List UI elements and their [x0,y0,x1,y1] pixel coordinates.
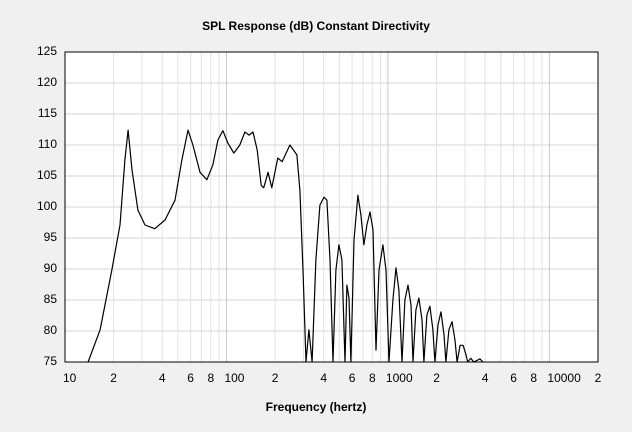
x-tick-label: 100 [224,371,244,385]
x-tick-label: 2 [433,371,440,385]
x-tick-label: 10000 [547,371,581,385]
plot-border [64,51,599,363]
x-tick-label: 4 [320,371,327,385]
x-tick-label: 8 [369,371,376,385]
y-tick-label: 125 [37,44,57,58]
x-tick-label: 1000 [386,371,413,385]
y-tick-label: 95 [44,230,58,244]
y-tick-label: 115 [38,106,57,120]
y-tick-label: 80 [44,323,58,337]
x-tick-label: 6 [510,371,517,385]
y-tick-label: 100 [37,199,57,213]
x-tick-label: 4 [482,371,489,385]
x-tick-label: 10 [63,371,77,385]
x-tick-label: 6 [349,371,356,385]
x-tick-label: 2 [272,371,279,385]
x-tick-label: 4 [159,371,166,385]
y-tick-label: 90 [44,261,58,275]
x-tick-label: 8 [207,371,214,385]
y-tick-label: 85 [44,292,58,306]
chart-title: SPL Response (dB) Constant Directivity [202,19,430,33]
x-tick-label: 6 [187,371,194,385]
y-tick-label: 120 [37,75,57,89]
x-tick-label: 2 [110,371,117,385]
y-tick-label: 75 [44,354,58,368]
y-tick-label: 105 [37,168,57,182]
spl-curve [87,129,484,363]
x-axis-label: Frequency (hertz) [266,400,367,414]
x-tick-label: 2 [595,371,602,385]
y-tick-label: 110 [38,137,57,151]
x-tick-label: 8 [530,371,537,385]
